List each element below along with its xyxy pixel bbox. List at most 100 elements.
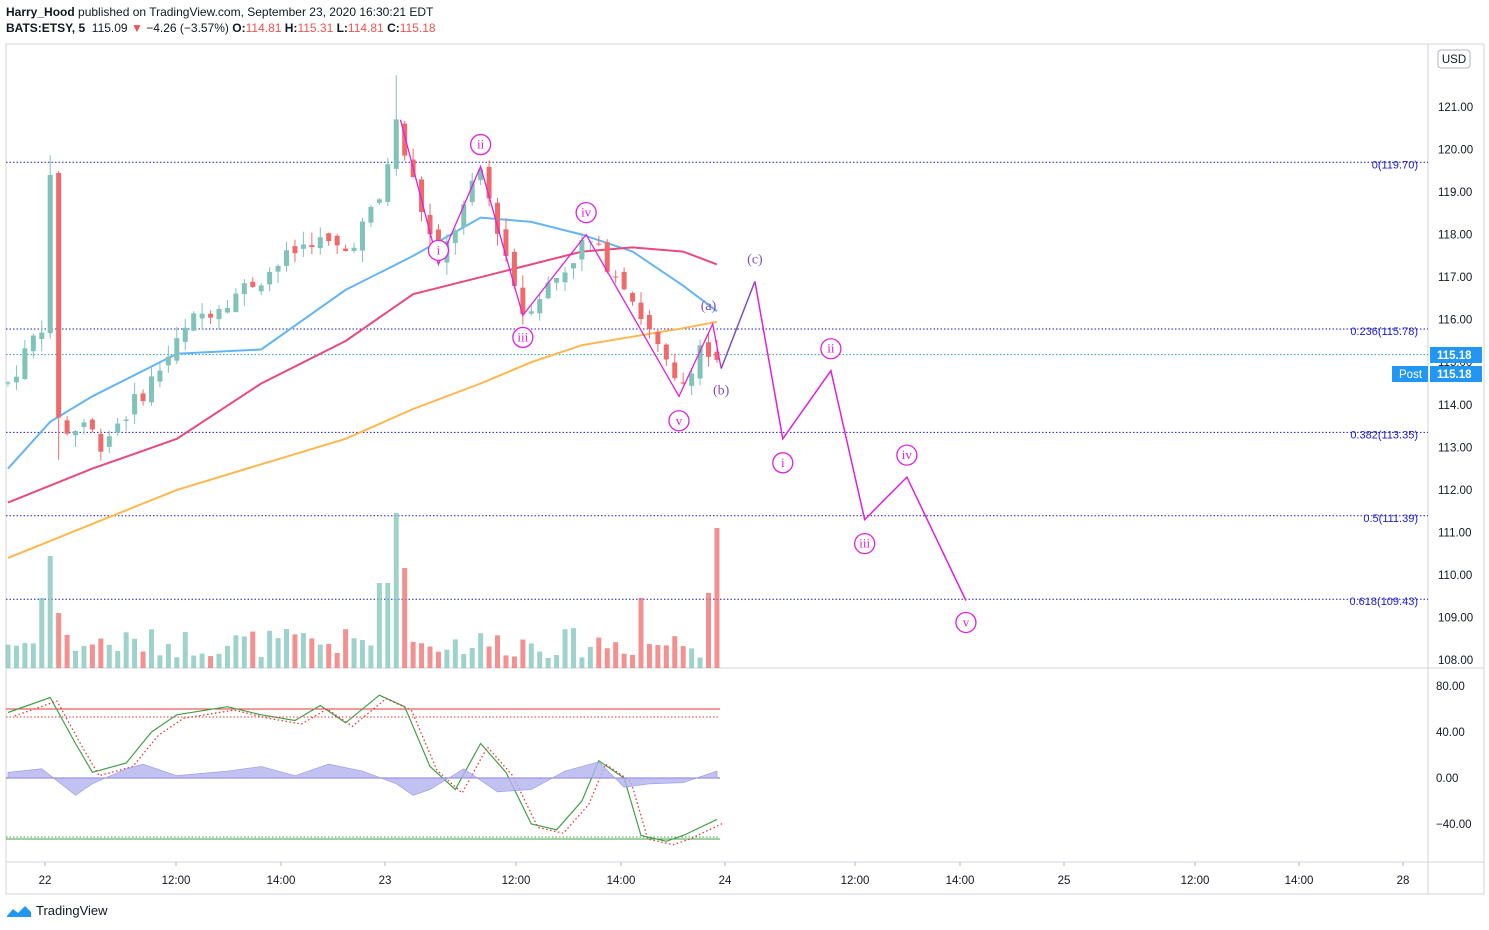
volume-bar bbox=[689, 648, 695, 668]
volume-bar bbox=[511, 656, 517, 668]
candle-body bbox=[427, 214, 433, 235]
wave-label-text: iv bbox=[581, 205, 592, 220]
candle-body bbox=[570, 263, 576, 269]
time-axis[interactable]: 22 12:00 14:00 23 12:00 14:00 24 12:00 14:00 25 12… bbox=[39, 862, 1410, 887]
candle-body bbox=[689, 373, 695, 386]
volume-bar bbox=[115, 650, 121, 668]
candle-body bbox=[284, 250, 290, 266]
volume-bar bbox=[486, 646, 492, 668]
candle-body bbox=[317, 237, 323, 249]
symbol-line: BATS:ETSY, 5 115.09 ▼ −4.26 (−3.57%) O:1… bbox=[6, 20, 436, 36]
candle-body bbox=[47, 174, 53, 334]
candle-body bbox=[106, 436, 112, 447]
candle-body bbox=[495, 202, 501, 234]
candle-body bbox=[216, 308, 222, 320]
candle-body bbox=[452, 230, 458, 243]
volume-bar bbox=[250, 631, 256, 668]
wave-label-purple: (b) bbox=[713, 384, 730, 399]
candle-body bbox=[706, 342, 712, 357]
wave-label-circle bbox=[427, 239, 450, 262]
down-arrow-icon: ▼ bbox=[130, 21, 143, 35]
time-tick-label: 28 bbox=[1397, 875, 1410, 887]
open-value: 114.81 bbox=[245, 21, 282, 35]
volume-bar bbox=[663, 645, 669, 668]
volume-bar bbox=[706, 593, 712, 668]
volume-bar bbox=[410, 641, 416, 668]
chart-frame bbox=[5, 43, 1485, 895]
oscillator-pane bbox=[6, 694, 724, 846]
candle-body bbox=[250, 281, 256, 287]
symbol[interactable]: BATS:ETSY, 5 bbox=[6, 21, 86, 35]
volume-bar bbox=[267, 630, 273, 668]
volume-bar bbox=[106, 644, 112, 668]
time-tick-label: 12:00 bbox=[162, 875, 191, 887]
price-tick-label: 118.00 bbox=[1438, 230, 1472, 242]
volume-bar bbox=[292, 634, 298, 668]
author-name[interactable]: Harry_Hood bbox=[6, 5, 75, 19]
volume-bar bbox=[22, 643, 28, 668]
currency-button[interactable]: USD bbox=[1437, 49, 1471, 69]
wave-label-text: v bbox=[676, 413, 683, 428]
volume-bar bbox=[148, 629, 154, 668]
price-tick-label: 110.00 bbox=[1438, 570, 1472, 582]
volume-bar bbox=[376, 583, 382, 668]
oscillator-histogram bbox=[7, 761, 718, 796]
price-tick-label: 108.00 bbox=[1438, 655, 1473, 667]
volume-bar bbox=[604, 648, 610, 668]
wave-label-text: iii bbox=[517, 329, 528, 344]
volume-bar bbox=[469, 647, 475, 668]
candle-body bbox=[123, 419, 129, 422]
volume-bar bbox=[47, 556, 53, 668]
candle-body bbox=[182, 327, 188, 342]
volume-bar bbox=[461, 654, 467, 668]
candle-body bbox=[680, 382, 686, 384]
wave-label-circle bbox=[512, 326, 534, 349]
candle-body bbox=[714, 351, 720, 360]
candle-body bbox=[241, 283, 247, 295]
candle-body bbox=[672, 362, 678, 379]
wave-label-circle bbox=[575, 201, 597, 224]
candle-body bbox=[545, 282, 551, 299]
volume-bar bbox=[64, 634, 70, 668]
candle-body bbox=[334, 235, 340, 246]
volume-bar bbox=[174, 657, 180, 668]
candle-body bbox=[292, 246, 298, 254]
open-label: O: bbox=[232, 21, 246, 35]
wave-label-circle bbox=[772, 452, 794, 474]
oscillator-d-line bbox=[14, 697, 724, 846]
candle-body bbox=[89, 419, 95, 430]
oscillator-k-line bbox=[7, 694, 718, 842]
wave-label-purple: (a) bbox=[701, 299, 717, 314]
volume-bar bbox=[554, 655, 560, 668]
price-tick-label: 113.00 bbox=[1438, 442, 1472, 454]
candle-body bbox=[461, 204, 467, 228]
candle-body bbox=[13, 376, 19, 383]
candle-body bbox=[81, 422, 87, 427]
volume-bar bbox=[419, 643, 425, 668]
volume-bar bbox=[81, 645, 87, 668]
volume-bar bbox=[596, 637, 602, 668]
currency-label: USD bbox=[1442, 54, 1466, 66]
candle-body bbox=[309, 245, 315, 248]
tradingview-brand: TradingView bbox=[36, 903, 108, 918]
candle-body bbox=[115, 423, 121, 433]
candle-body bbox=[554, 277, 560, 283]
price-tick-label: 119.00 bbox=[1438, 187, 1472, 199]
wave-label-text: i bbox=[781, 455, 785, 470]
candle-body bbox=[56, 173, 62, 418]
fib-level-label: 0.618(109.43) bbox=[1350, 596, 1419, 608]
candle-body bbox=[5, 382, 11, 384]
price-tick-label: 117.00 bbox=[1438, 272, 1472, 284]
post-label: Post bbox=[1399, 369, 1423, 381]
tradingview-logo-icon bbox=[7, 905, 31, 917]
price-axis[interactable]: 121.00 120.00 119.00 118.00 117.00 116.00 115.… bbox=[1436, 102, 1473, 831]
tradingview-logo[interactable]: TradingView bbox=[6, 903, 108, 918]
post-price-value: 115.18 bbox=[1437, 369, 1472, 381]
volume-bar bbox=[697, 657, 703, 668]
volume-bar bbox=[587, 646, 593, 668]
candle-body bbox=[343, 248, 349, 252]
volume-bar bbox=[528, 643, 534, 668]
volume-bar bbox=[385, 583, 391, 668]
